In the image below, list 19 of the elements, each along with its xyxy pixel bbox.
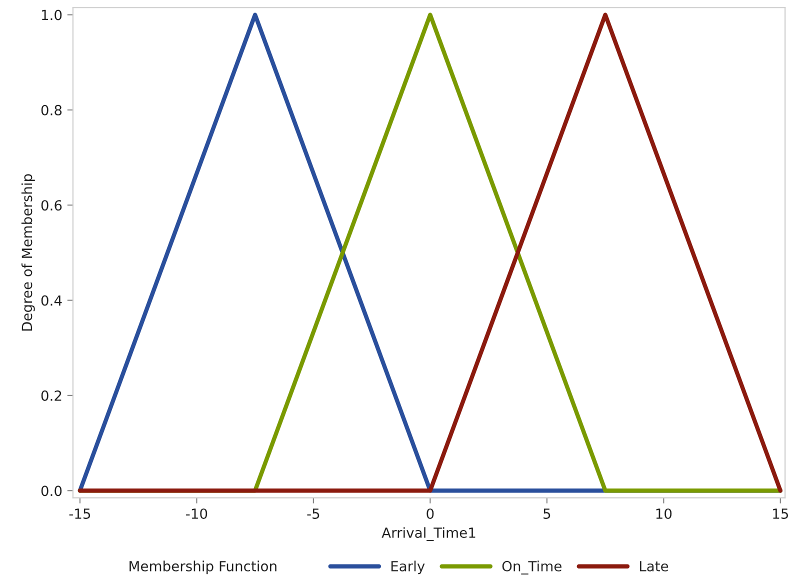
legend-label: Late (640, 561, 668, 572)
y-tick-label: 0.4 (41, 295, 62, 306)
y-tick-label: 0.6 (41, 200, 62, 211)
legend-title: Membership Function (130, 560, 276, 574)
x-tick-label: 15 (773, 508, 788, 519)
x-tick-label: -10 (186, 508, 208, 519)
legend-label: On_Time (502, 560, 562, 574)
x-axis-title: Arrival_Time1 (382, 527, 476, 542)
legend-label: Early (391, 560, 425, 574)
x-tick-label: 0 (426, 508, 434, 519)
y-tick-label: 0.2 (41, 390, 62, 401)
x-tick-label: 5 (544, 508, 550, 519)
y-tick-label: 1.0 (42, 10, 62, 20)
x-tick-label: -15 (69, 508, 90, 519)
x-tick-label: 10 (656, 508, 672, 519)
x-tick-label: -5 (307, 508, 320, 519)
y-tick-label: 0.0 (41, 486, 62, 496)
y-axis-title: Degree of Membership (21, 174, 35, 331)
y-tick-label: 0.8 (41, 104, 62, 116)
